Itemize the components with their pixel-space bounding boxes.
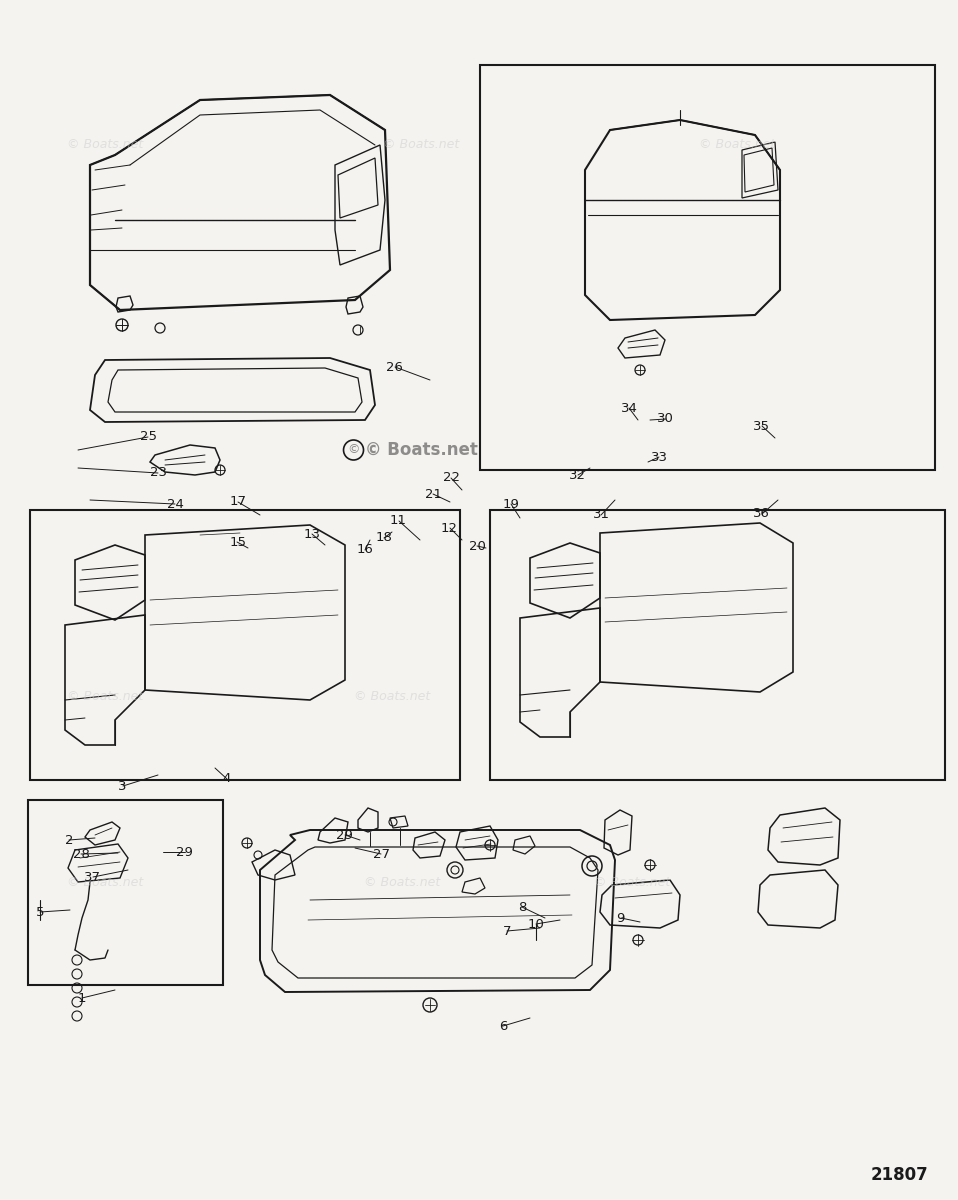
Text: 9: 9 <box>617 912 625 924</box>
Text: © Boats.net: © Boats.net <box>354 690 431 702</box>
Text: 26: 26 <box>386 361 403 373</box>
Text: 22: 22 <box>443 472 460 484</box>
Text: 17: 17 <box>230 496 247 508</box>
Text: 37: 37 <box>84 871 102 883</box>
Text: 8: 8 <box>518 901 526 913</box>
Text: © Boats.net: © Boats.net <box>364 876 441 888</box>
Text: 10: 10 <box>528 918 545 930</box>
Text: © Boats.net: © Boats.net <box>699 138 776 150</box>
Text: 29: 29 <box>336 829 354 841</box>
Text: 35: 35 <box>753 420 770 432</box>
Text: 6: 6 <box>499 1020 507 1032</box>
Text: 12: 12 <box>441 522 458 534</box>
Text: 19: 19 <box>502 498 519 510</box>
Text: 3: 3 <box>119 780 126 792</box>
Bar <box>28 800 223 985</box>
Text: 25: 25 <box>140 431 157 443</box>
Text: © Boats.net: © Boats.net <box>383 138 460 150</box>
Text: 7: 7 <box>503 925 511 937</box>
Text: 4: 4 <box>223 773 231 785</box>
Text: 20: 20 <box>468 540 486 552</box>
Text: © Boats.net: © Boats.net <box>365 440 478 458</box>
Text: 21807: 21807 <box>871 1166 929 1184</box>
Text: 31: 31 <box>593 509 610 521</box>
Text: 34: 34 <box>621 402 638 414</box>
Text: 23: 23 <box>149 467 167 479</box>
Text: 33: 33 <box>650 451 668 463</box>
Text: ©: © <box>347 444 360 456</box>
Text: 11: 11 <box>390 515 407 527</box>
Text: 5: 5 <box>36 906 44 918</box>
Bar <box>30 510 460 780</box>
Text: 29: 29 <box>176 846 194 858</box>
Bar <box>490 510 945 780</box>
Text: 13: 13 <box>304 528 321 540</box>
Text: © Boats.net: © Boats.net <box>67 138 144 150</box>
Text: © Boats.net: © Boats.net <box>594 876 671 888</box>
Text: © Boats.net: © Boats.net <box>67 876 144 888</box>
Text: © Boats.net: © Boats.net <box>67 690 144 702</box>
Text: 2: 2 <box>65 834 73 846</box>
Text: 15: 15 <box>229 536 246 548</box>
Bar <box>480 65 935 470</box>
Text: 28: 28 <box>73 848 90 860</box>
Text: 16: 16 <box>356 544 374 556</box>
Text: 27: 27 <box>373 848 390 860</box>
Text: 32: 32 <box>569 469 586 481</box>
Text: 1: 1 <box>78 992 85 1004</box>
Text: 24: 24 <box>167 498 184 510</box>
Text: 36: 36 <box>753 508 770 520</box>
Text: 30: 30 <box>657 413 674 425</box>
Text: 21: 21 <box>424 488 442 500</box>
Text: 18: 18 <box>376 532 393 544</box>
